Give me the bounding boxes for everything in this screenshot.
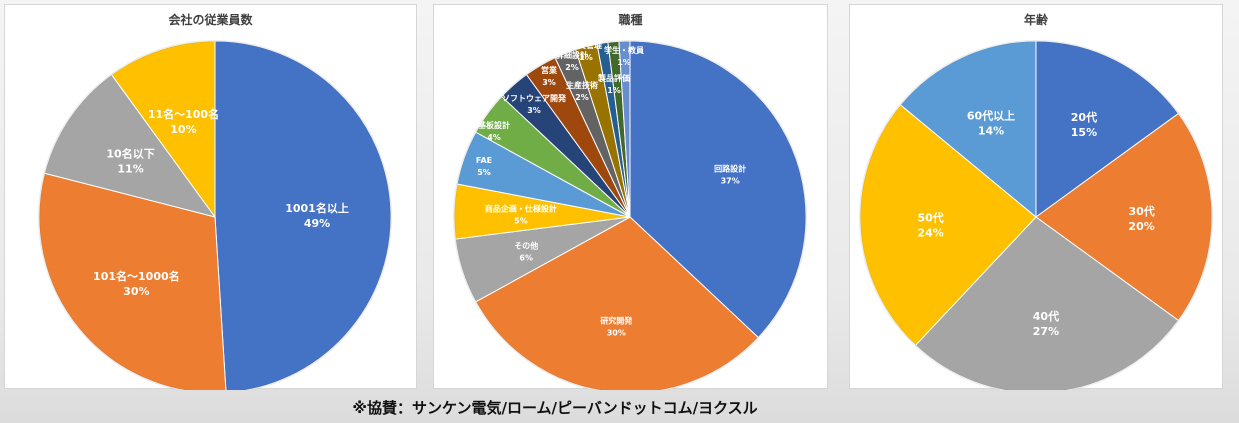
slice-label: 40代 — [1033, 309, 1059, 323]
slice-label: 10名以下 — [106, 147, 154, 161]
slice-percent-label: 24% — [917, 227, 943, 240]
slice-percent-label: 11% — [117, 163, 143, 176]
slice-percent-label: 10% — [170, 123, 196, 136]
slice-label: 基板設計 — [477, 120, 510, 130]
pie-slice — [1035, 40, 1180, 218]
slice-label: 学生・教員 — [604, 45, 644, 55]
chart-panel-age: 年齢 20代 15% 30代 20% 40代 27% 50代 24% 60代以上 14% — [849, 4, 1223, 390]
slice-percent-label: 3% — [527, 106, 541, 115]
chart-title: 職種 — [618, 13, 643, 27]
slice-label: 詳細設計 — [556, 50, 588, 60]
slice-percent-label: 4% — [487, 133, 501, 142]
slice-label: 11名～100名 — [148, 107, 219, 121]
sponsor-footer: ※協賛：サンケン電気/ローム/ピーバンドットコム/ヨクスル — [352, 399, 758, 417]
slice-label: 30代 — [1128, 204, 1154, 218]
slice-percent-label: 5% — [514, 217, 528, 226]
slice-label: 回路設計 — [714, 164, 746, 174]
slice-percent-label: 5% — [477, 168, 491, 177]
slice-percent-label: 30% — [123, 285, 149, 298]
slice-label: 商品企画・仕様設計 — [485, 204, 557, 214]
pie-slice — [1035, 112, 1213, 322]
pie-slice — [110, 40, 216, 219]
slice-percent-label: 1% — [607, 86, 621, 95]
slice-percent-label: 20% — [1128, 220, 1154, 233]
pie-slice — [43, 73, 217, 218]
slice-percent-label: 1% — [579, 53, 593, 62]
slice-label: ソフトウェア開発 — [502, 93, 567, 103]
pie-slice — [214, 40, 392, 390]
pie-slice — [475, 216, 760, 390]
slice-label: FAE — [476, 156, 492, 165]
chart-panel-employees: 会社の従業員数 1001名以上 49% 101名～1000名 30% 10名以下 11% 1… — [4, 4, 417, 390]
chart-panel-job-type: 職種 回路設計 37% 研究開発 30% その他 6% 商品企画・仕様設計 5% FAE 5% 基板… — [433, 4, 828, 390]
pie-outline — [38, 40, 392, 390]
pie-slice — [618, 40, 631, 218]
slice-label: 製品評価 — [597, 73, 630, 83]
slice-label: 生産技術 — [566, 80, 598, 90]
slice-label: 101名～1000名 — [93, 269, 180, 283]
slice-percent-label: 6% — [519, 254, 533, 263]
slice-percent-label: 14% — [978, 124, 1004, 137]
chart-title: 年齢 — [1023, 13, 1048, 27]
slice-percent-label: 15% — [1071, 126, 1097, 139]
chart-title: 会社の従業員数 — [168, 13, 253, 27]
pie-chart-job-type: 回路設計 37% 研究開発 30% その他 6% 商品企画・仕様設計 5% FAE 5% 基板設計 4… — [453, 40, 807, 390]
slice-percent-label: 3% — [542, 78, 556, 87]
pie-slice — [914, 216, 1180, 390]
slice-label: 50代 — [917, 211, 943, 225]
slice-label: 営業 — [541, 65, 558, 75]
slice-label: 品質管理 — [570, 40, 602, 50]
slice-percent-label: 27% — [1033, 325, 1059, 338]
pie-slice — [38, 172, 227, 390]
pie-slice — [629, 40, 807, 339]
pie-outline — [859, 40, 1213, 390]
slice-label: 60代以上 — [967, 108, 1015, 122]
slice-label: 研究開発 — [600, 315, 633, 325]
slice-percent-label: 49% — [304, 217, 330, 230]
slice-label: 1001名以上 — [285, 201, 349, 215]
pie-chart-age: 20代 15% 30代 20% 40代 27% 50代 24% 60代以上 14% — [859, 40, 1213, 390]
pie-slice — [899, 40, 1037, 219]
pie-outline — [453, 40, 807, 390]
slice-percent-label: 37% — [721, 177, 740, 186]
pie-slice — [859, 104, 1037, 347]
slice-label: 20代 — [1071, 110, 1097, 124]
pie-chart-employees: 1001名以上 49% 101名～1000名 30% 10名以下 11% 11名～100名 1… — [38, 40, 392, 390]
slice-percent-label: 1% — [617, 58, 631, 67]
slice-percent-label: 30% — [607, 328, 626, 337]
slice-percent-label: 2% — [565, 63, 579, 72]
slice-percent-label: 2% — [575, 93, 589, 102]
slice-label: その他 — [514, 241, 538, 251]
